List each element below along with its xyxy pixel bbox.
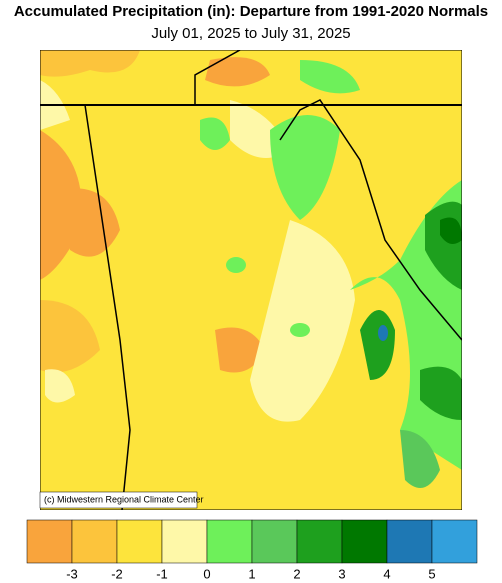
legend-tick-label: 4 — [383, 566, 390, 581]
map: (c) Midwestern Regional Climate Center — [39, 50, 462, 510]
title: Accumulated Precipitation (in): Departur… — [14, 3, 488, 20]
legend-tick-label: 3 — [338, 566, 345, 581]
legend-tick-label: -2 — [111, 566, 123, 581]
legend-swatch — [116, 519, 163, 564]
legend-swatch — [386, 519, 433, 564]
legend-tick-label: -1 — [156, 566, 168, 581]
legend: -3 -2 -1 0 1 2 3 4 5 — [26, 519, 478, 581]
legend-swatch — [296, 519, 343, 564]
legend-swatch — [206, 519, 253, 564]
legend-swatch — [71, 519, 118, 564]
legend-swatch — [431, 519, 478, 564]
legend-swatch — [251, 519, 298, 564]
subtitle: July 01, 2025 to July 31, 2025 — [151, 25, 350, 42]
credit: (c) Midwestern Regional Climate Center — [44, 494, 204, 504]
legend-tick-label: 2 — [293, 566, 300, 581]
legend-tick-label: 0 — [203, 566, 210, 581]
legend-tick-label: 5 — [428, 566, 435, 581]
legend-tick-label: -3 — [66, 566, 78, 581]
legend-swatch — [26, 519, 73, 564]
legend-swatch — [161, 519, 208, 564]
legend-swatch — [341, 519, 388, 564]
legend-tick-label: 1 — [248, 566, 255, 581]
